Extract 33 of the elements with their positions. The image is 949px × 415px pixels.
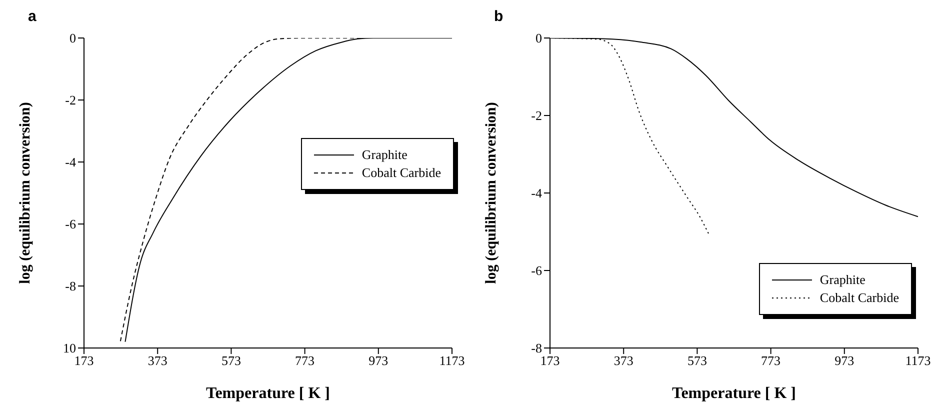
x-tick-label: 173 — [540, 353, 560, 368]
y-tick-label: -2 — [531, 108, 542, 124]
x-tick-label: 773 — [295, 353, 315, 368]
y-tick-label: -4 — [531, 186, 542, 201]
x-tick-label: 1173 — [905, 353, 931, 368]
x-tick-label: 373 — [148, 353, 168, 368]
y-axis-title: log (equilibrium conversion) — [17, 102, 34, 284]
y-tick-label: -2 — [65, 92, 76, 108]
x-tick-label: 773 — [761, 353, 781, 368]
y-tick-label: -6 — [531, 263, 542, 278]
x-axis-title: Temperature [ K ] — [206, 385, 330, 402]
x-axis-title: Temperature [ K ] — [672, 385, 796, 402]
y-tick-label: 10 — [63, 340, 76, 356]
y-axis-title: log (equilibrium conversion) — [483, 102, 500, 284]
x-tick-label: 373 — [614, 353, 634, 368]
y-tick-label: -8 — [65, 278, 76, 294]
x-tick-label: 173 — [74, 353, 94, 368]
y-tick-label: 0 — [536, 30, 542, 46]
y-tick-label: -6 — [65, 216, 76, 232]
legend-label: Graphite — [362, 147, 408, 163]
y-tick-label: -8 — [531, 340, 542, 356]
y-tick-label: 0 — [70, 30, 76, 46]
legend-label: Graphite — [820, 272, 866, 288]
chart-title: b — [494, 8, 504, 25]
x-tick-label: 973 — [834, 353, 854, 368]
legend-label: Cobalt Carbide — [820, 290, 899, 306]
chart-title: a — [28, 8, 36, 25]
x-tick-label: 573 — [221, 353, 241, 368]
x-tick-label: 1173 — [439, 353, 465, 368]
legend-label: Cobalt Carbide — [362, 165, 441, 181]
x-tick-label: 573 — [687, 353, 707, 368]
x-tick-label: 973 — [368, 353, 388, 368]
y-tick-label: -4 — [65, 154, 76, 170]
